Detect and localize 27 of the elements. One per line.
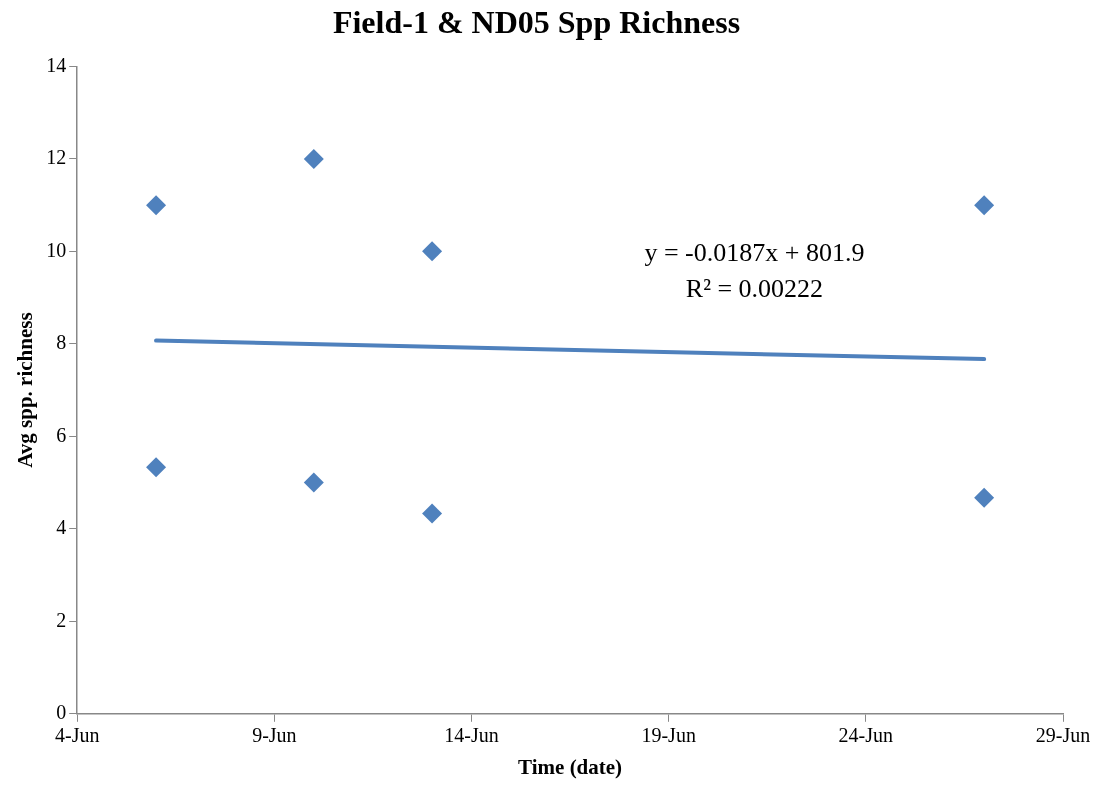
annotation: R² = 0.00222 <box>685 273 824 303</box>
x-tick-label: 24-Jun <box>838 724 894 747</box>
point <box>303 472 324 493</box>
x-tick-label: 19-Jun <box>641 724 696 747</box>
x-tick-label: 4-Jun <box>54 724 100 747</box>
x-tick-label: 29-Jun <box>1035 724 1091 747</box>
y-tick-label: 14 <box>46 53 67 76</box>
y-tick-label: 6 <box>56 423 67 446</box>
x-tick-label: 9-Jun <box>252 724 297 747</box>
y-tick-label: 8 <box>56 331 67 354</box>
point <box>974 487 995 508</box>
x-axis-title: Time (date) <box>518 754 623 779</box>
point <box>303 148 324 169</box>
y-tick-label: 2 <box>56 608 67 631</box>
point <box>146 457 167 478</box>
point <box>974 195 995 216</box>
point <box>422 503 443 524</box>
point <box>146 195 167 216</box>
y-axis-title: Avg spp. richness <box>13 312 38 468</box>
y-tick-label: 12 <box>46 146 67 169</box>
point <box>422 241 443 262</box>
y-tick-label: 0 <box>56 701 67 724</box>
chart-title: Field-1 & ND05 Spp Richness <box>332 4 741 41</box>
y-tick-label: 4 <box>56 516 67 539</box>
x-tick-label: 14-Jun <box>444 724 499 747</box>
annotation: y = -0.0187x + 801.9 <box>644 237 865 267</box>
y-tick-label: 10 <box>46 238 67 261</box>
